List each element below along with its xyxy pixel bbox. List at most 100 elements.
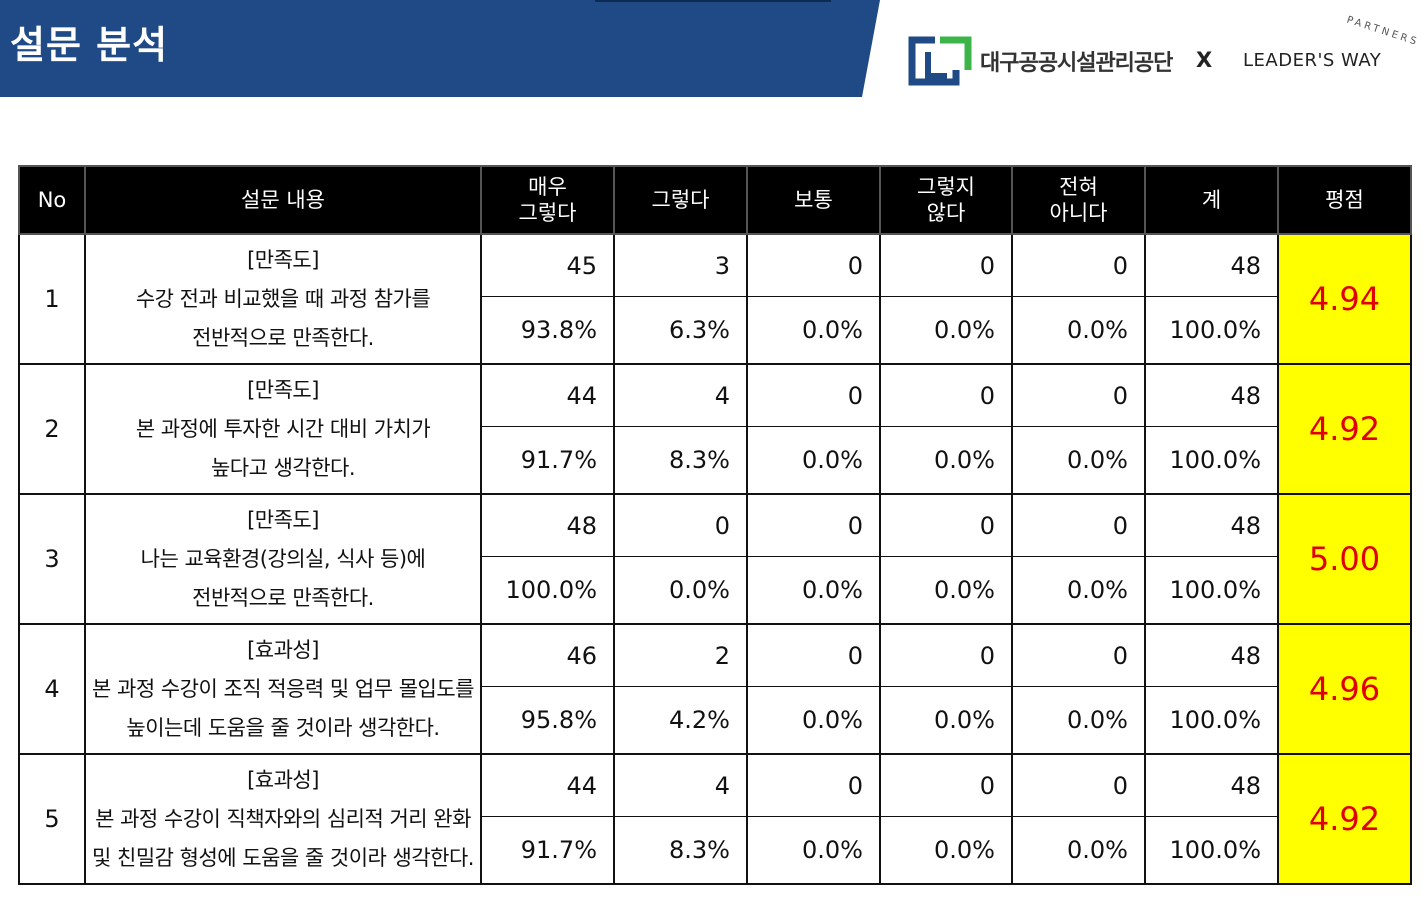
- count-cell: 4: [613, 753, 748, 817]
- banner-accent: [595, 0, 831, 2]
- count-cell: 0: [879, 233, 1013, 297]
- count-row: 1 [만족도] 수강 전과 비교했을 때 과정 참가를 전반적으로 만족한다. 45 3 0…: [18, 233, 1412, 365]
- column-header: 그렇다: [613, 165, 748, 235]
- percent-cell: 0.0%: [1011, 556, 1146, 625]
- percent-cell: 0.0%: [1011, 816, 1146, 885]
- percent-cell: 100.0%: [1144, 296, 1279, 365]
- question: [만족도] 본 과정에 투자한 시간 대비 가치가 높다고 생각한다.: [84, 363, 482, 495]
- column-header: 그렇지 않다: [879, 165, 1013, 235]
- percent-cell: 0.0%: [1011, 426, 1146, 495]
- percent-cell: 0.0%: [879, 816, 1013, 885]
- percent-cell: 4.2%: [613, 686, 748, 755]
- count-cell: 0: [1011, 233, 1146, 297]
- percent-cell: 91.7%: [480, 816, 615, 885]
- count-cell: 0: [879, 623, 1013, 687]
- count-cell: 0: [879, 753, 1013, 817]
- column-header: 매우 그렇다: [480, 165, 615, 235]
- row-number: 2: [18, 363, 86, 495]
- page-title: 설문 분석: [10, 23, 169, 67]
- percent-cell: 93.8%: [480, 296, 615, 365]
- percent-cell: 6.3%: [613, 296, 748, 365]
- percent-cell: 0.0%: [746, 686, 881, 755]
- percent-cell: 100.0%: [1144, 686, 1279, 755]
- row-number: 5: [18, 753, 86, 885]
- count-cell: 0: [746, 623, 881, 687]
- question-line: 본 과정 수강이 직책자와의 심리적 거리 완화: [95, 806, 471, 831]
- percent-cell: 0.0%: [1011, 296, 1146, 365]
- percent-cell: 0.0%: [613, 556, 748, 625]
- percent-cell: 0.0%: [746, 556, 881, 625]
- question-category: [만족도]: [247, 247, 319, 272]
- partner-name: LEADER'S WAY: [1243, 50, 1382, 71]
- count-row: 5 [효과성] 본 과정 수강이 직책자와의 심리적 거리 완화 및 친밀감 형성에 …: [18, 753, 1412, 885]
- question-line: 및 친밀감 형성에 도움을 줄 것이라 생각한다.: [92, 845, 475, 870]
- count-cell: 44: [480, 753, 615, 817]
- header-row: No 설문 내용 매우 그렇다 그렇다 보통 그렇지 않다 전혀 아니다 계 평점: [18, 165, 1412, 235]
- count-cell: 3: [613, 233, 748, 297]
- question-line: 전반적으로 만족한다.: [192, 325, 374, 350]
- column-header: 계: [1144, 165, 1279, 235]
- percent-row: 91.7% 8.3% 0.0% 0.0% 0.0% 100.0%: [19, 816, 1411, 885]
- count-cell: 0: [746, 363, 881, 427]
- percent-cell: 100.0%: [1144, 426, 1279, 495]
- score-cell: 4.96: [1277, 623, 1412, 755]
- question-line: 전반적으로 만족한다.: [192, 585, 374, 610]
- question: [효과성] 본 과정 수강이 직책자와의 심리적 거리 완화 및 친밀감 형성에 도…: [84, 753, 482, 885]
- count-cell: 46: [480, 623, 615, 687]
- percent-row: 91.7% 8.3% 0.0% 0.0% 0.0% 100.0%: [19, 426, 1411, 495]
- count-cell: 48: [1144, 363, 1279, 427]
- row-number: 4: [18, 623, 86, 755]
- percent-cell: 0.0%: [879, 686, 1013, 755]
- count-cell: 0: [1011, 753, 1146, 817]
- question-line: 본 과정에 투자한 시간 대비 가치가: [135, 416, 431, 441]
- count-cell: 44: [480, 363, 615, 427]
- count-cell: 0: [746, 493, 881, 557]
- logo-icon: [908, 36, 972, 86]
- survey-table: No 설문 내용 매우 그렇다 그렇다 보통 그렇지 않다 전혀 아니다 계 평점 1 [만족도]…: [18, 165, 1412, 885]
- percent-cell: 0.0%: [879, 296, 1013, 365]
- percent-row: 100.0% 0.0% 0.0% 0.0% 0.0% 100.0%: [19, 556, 1411, 625]
- logo: 대구공공시설관리공단: [980, 38, 1173, 84]
- question-category: [효과성]: [247, 637, 319, 662]
- percent-cell: 0.0%: [879, 556, 1013, 625]
- percent-cell: 100.0%: [480, 556, 615, 625]
- count-cell: 48: [1144, 753, 1279, 817]
- banner-shape: [0, 0, 880, 97]
- count-cell: 0: [746, 233, 881, 297]
- percent-cell: 8.3%: [613, 816, 748, 885]
- count-cell: 0: [879, 493, 1013, 557]
- percent-cell: 91.7%: [480, 426, 615, 495]
- question-line: 높다고 생각한다.: [210, 455, 356, 480]
- logo-text: 대구공공시설관리공단: [980, 51, 1173, 76]
- percent-cell: 100.0%: [1144, 816, 1279, 885]
- count-cell: 0: [746, 753, 881, 817]
- connector: X: [1196, 48, 1213, 72]
- question-line: 나는 교육환경(강의실, 식사 등)에: [140, 546, 426, 571]
- count-cell: 45: [480, 233, 615, 297]
- percent-row: 95.8% 4.2% 0.0% 0.0% 0.0% 100.0%: [19, 686, 1411, 755]
- row-number: 1: [18, 233, 86, 365]
- question-line: 본 과정 수강이 조직 적응력 및 업무 몰입도를: [92, 676, 475, 701]
- count-cell: 48: [1144, 493, 1279, 557]
- column-header: 평점: [1277, 165, 1412, 235]
- header-banner: [0, 0, 972, 97]
- percent-cell: 8.3%: [613, 426, 748, 495]
- count-cell: 48: [480, 493, 615, 557]
- question: [만족도] 수강 전과 비교했을 때 과정 참가를 전반적으로 만족한다.: [84, 233, 482, 365]
- count-cell: 4: [613, 363, 748, 427]
- column-header: 설문 내용: [84, 165, 482, 235]
- question-line: 높이는데 도움을 줄 것이라 생각한다.: [126, 715, 440, 740]
- table-body: 1 [만족도] 수강 전과 비교했을 때 과정 참가를 전반적으로 만족한다. 45 3 0…: [18, 233, 1412, 885]
- percent-cell: 0.0%: [879, 426, 1013, 495]
- count-row: 3 [만족도] 나는 교육환경(강의실, 식사 등)에 전반적으로 만족한다. 48 0 0…: [18, 493, 1412, 625]
- column-header: No: [18, 165, 86, 235]
- count-cell: 2: [613, 623, 748, 687]
- row-number: 3: [18, 493, 86, 625]
- percent-cell: 0.0%: [746, 296, 881, 365]
- percent-cell: 0.0%: [746, 426, 881, 495]
- question-category: [만족도]: [247, 507, 319, 532]
